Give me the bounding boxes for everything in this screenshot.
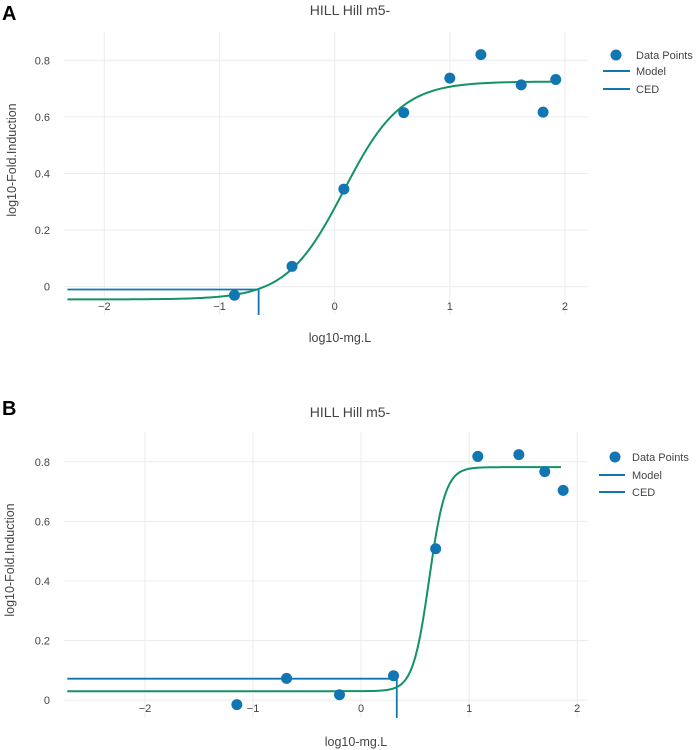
panel-a-data-point <box>537 106 549 118</box>
panel-a-x-tick-label: 2 <box>562 301 568 313</box>
panel-b-y-tick-label: 0.2 <box>35 636 50 648</box>
panel-a-grid <box>64 32 588 315</box>
panel-a: A HILL Hill m5- −2 −1 0 1 2 0 0.2 0.4 0.… <box>2 2 693 345</box>
panel-b-data-point <box>539 466 551 478</box>
panel-a-legend-model: Model <box>636 66 666 78</box>
panel-b-y-axis-title: log10-Fold.Induction <box>3 503 17 616</box>
panel-a-y-tick-label: 0.2 <box>35 225 50 237</box>
panel-b-x-tick-label: 0 <box>358 703 364 715</box>
panel-a-y-axis-title: log10-Fold.Induction <box>5 103 19 216</box>
panel-b-data-point <box>472 450 484 462</box>
panel-a-data-point <box>338 183 350 195</box>
panel-b-legend-data-points: Data Points <box>632 452 689 464</box>
panel-a-y-tick-label: 0.4 <box>35 169 50 181</box>
panel-b-grid <box>64 432 588 718</box>
panel-b-x-axis-title: log10-mg.L <box>325 735 388 749</box>
panel-b-x-ticks: −2 −1 0 1 2 <box>139 703 581 715</box>
panel-a-legend-points-icon <box>610 49 622 61</box>
panel-a-letter: A <box>2 3 16 25</box>
panel-b-y-tick-label: 0.8 <box>35 457 50 469</box>
panel-b-letter: B <box>2 398 16 420</box>
panel-b-x-tick-label: 2 <box>574 703 580 715</box>
panel-a-data-point <box>228 289 240 301</box>
panel-a-data-point <box>515 79 527 91</box>
panel-b-data-point <box>430 543 442 555</box>
panel-a-model-curve <box>67 80 556 301</box>
panel-a-ced <box>67 288 260 315</box>
panel-b-y-tick-label: 0 <box>44 695 50 707</box>
panel-b-legend-model: Model <box>632 470 662 482</box>
panel-b-y-tick-label: 0.4 <box>35 576 50 588</box>
panel-b-legend-ced: CED <box>632 487 655 499</box>
panel-a-x-ticks: −2 −1 0 1 2 <box>98 301 568 313</box>
panel-a-x-tick-label: 0 <box>332 301 338 313</box>
panel-b-y-tick-label: 0.6 <box>35 516 50 528</box>
panel-b-ced <box>67 677 398 718</box>
panel-b-x-tick-label: −2 <box>139 703 152 715</box>
panel-a-data-point <box>398 107 410 119</box>
panel-b-data-point <box>231 699 243 711</box>
panel-a-legend-data-points: Data Points <box>636 50 693 62</box>
panel-b-legend-points-icon <box>609 451 621 463</box>
panel-a-data-point <box>550 74 562 86</box>
panel-a-legend-ced: CED <box>636 84 659 96</box>
panel-a-y-tick-label: 0.8 <box>35 55 50 67</box>
panel-a-data-point <box>475 49 487 61</box>
panel-a-data-point <box>444 72 456 84</box>
panel-a-title: HILL Hill m5- <box>310 2 391 18</box>
panel-a-x-axis-title: log10-mg.L <box>309 331 372 345</box>
panel-a-data-point <box>286 260 298 272</box>
panel-a-x-tick-label: −1 <box>213 301 226 313</box>
panel-a-y-tick-label: 0.6 <box>35 112 50 124</box>
panel-b-data-point <box>334 689 346 701</box>
panel-a-x-tick-label: 1 <box>447 301 453 313</box>
panel-a-x-tick-label: −2 <box>98 301 111 313</box>
panel-b-data-point <box>557 484 569 496</box>
panel-b-y-ticks: 0 0.2 0.4 0.6 0.8 <box>35 457 50 707</box>
panel-a-y-tick-label: 0 <box>44 282 50 294</box>
panel-b-data-point <box>388 670 400 682</box>
panel-b-x-tick-label: −1 <box>247 703 260 715</box>
panel-b-title: HILL Hill m5- <box>310 404 391 420</box>
panel-a-data-points <box>228 49 562 301</box>
panel-b: B HILL Hill m5- −2 −1 0 1 2 0 0.2 0.4 0.… <box>2 398 689 749</box>
panel-b-x-tick-label: 1 <box>466 703 472 715</box>
panel-b-data-point <box>513 449 525 461</box>
panel-a-y-ticks: 0 0.2 0.4 0.6 0.8 <box>35 55 50 293</box>
panel-b-data-points <box>231 449 569 711</box>
panel-b-model-curve <box>67 466 561 693</box>
panel-b-data-point <box>281 672 293 684</box>
panel-a-legend[interactable]: Data Points Model CED <box>603 49 693 97</box>
panel-b-legend[interactable]: Data Points Model CED <box>599 451 689 500</box>
